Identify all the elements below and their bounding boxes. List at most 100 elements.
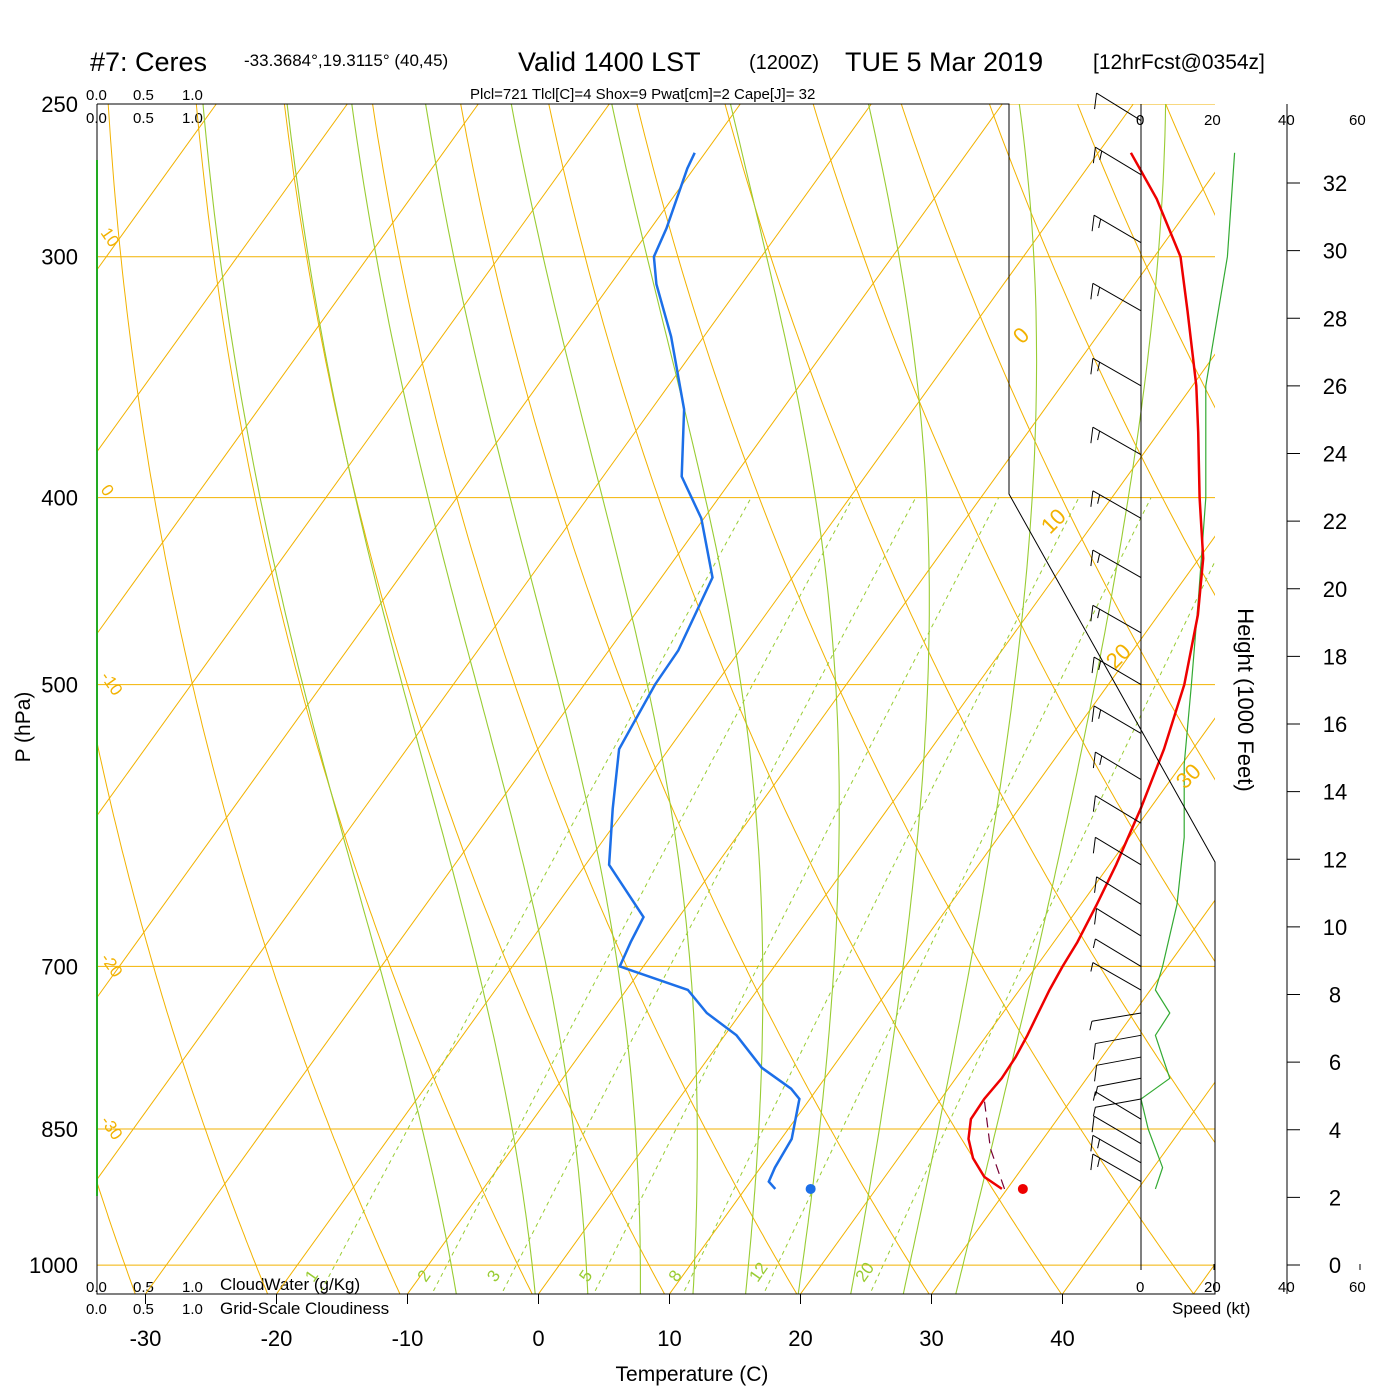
isotherm-50 (1192, 1263, 1215, 1294)
wind-barb-21 (1090, 426, 1142, 456)
wind-barb-26 (1094, 92, 1142, 122)
dry-adiabat-400 (1342, 104, 1400, 1298)
barb-feather (1090, 490, 1094, 507)
wind-barb-15 (1092, 751, 1142, 780)
barb-feather (1095, 1086, 1099, 1096)
barb-feather (1097, 609, 1101, 619)
isotherm-label-0: 0 (97, 481, 118, 500)
barb-staff (1096, 876, 1142, 905)
moist-adiabat-0 (286, 104, 536, 1294)
mixing-ratio-label-12: 12 (745, 1259, 771, 1285)
barb-feather (1092, 147, 1096, 164)
barb-staff (1096, 908, 1142, 937)
x-tick-label--20: -20 (261, 1326, 293, 1351)
mixing-ratio-label-8: 8 (665, 1267, 686, 1286)
surface-temperature-marker (1017, 1183, 1028, 1194)
top-cloudwater-2: 1.0 (182, 87, 203, 104)
wind-barb-13 (1092, 836, 1142, 866)
mixing-ratio-20 (869, 560, 1215, 1294)
station-name: #7: Ceres (90, 47, 207, 77)
barb-staff (1092, 357, 1142, 387)
dry-adiabat-360 (988, 104, 1215, 597)
isotherm-20 (799, 717, 1215, 1294)
moist-adiabat--6 (202, 104, 457, 1294)
height-label-10: 10 (1323, 915, 1347, 940)
cloudiness-label: Grid-Scale Cloudiness (220, 1299, 389, 1318)
height-axis-title: Height (1000 Feet) (1233, 608, 1258, 791)
barb-feather (1092, 1107, 1096, 1117)
barb-feather (1094, 1065, 1098, 1082)
dry-adiabat-310 (548, 104, 1063, 1294)
barb-staff (1095, 146, 1142, 176)
isotherm-40 (1061, 1081, 1215, 1294)
station-coords: -33.3684°,19.3115° (40,45) (244, 51, 448, 70)
barb-feather (1090, 1154, 1094, 1171)
isotherm--70 (97, 104, 479, 635)
p-label-300: 300 (41, 245, 78, 270)
wind-barb-24 (1091, 214, 1142, 244)
isotherm--30 (144, 104, 1003, 1294)
dewpoint-profile (607, 152, 801, 1190)
wind-barb-25 (1092, 146, 1142, 176)
barb-feather (1090, 358, 1094, 375)
moist-adiabat-32 (955, 104, 1167, 1294)
isotherm--20 (275, 104, 1134, 1294)
height-label-14: 14 (1323, 780, 1347, 805)
dry-adiabat-270 (195, 104, 533, 1294)
height-label-16: 16 (1323, 712, 1347, 737)
wind-barb-19 (1090, 549, 1142, 578)
temperature-profile (967, 152, 1205, 1190)
p-label-850: 850 (41, 1117, 78, 1142)
height-label-22: 22 (1323, 509, 1347, 534)
wind-barb-22 (1090, 357, 1142, 387)
moist-adiabat-8 (425, 104, 641, 1294)
mixing-ratio-12 (763, 497, 1152, 1294)
wind-barb-4 (1092, 1098, 1142, 1117)
wind-barb-2 (1091, 1115, 1142, 1145)
height-label-12: 12 (1323, 847, 1347, 872)
barb-feather (1098, 660, 1102, 671)
moist-adiabat-28 (902, 104, 1038, 1294)
zulu-time: (1200Z) (749, 52, 819, 74)
barb-feather (1097, 287, 1101, 297)
barb-feather (1097, 553, 1101, 563)
barb-staff (1093, 214, 1142, 244)
barb-staff (1093, 1115, 1142, 1145)
bottom-cloud-scales: 0.0 0.5 1.0 CloudWater (g/Kg) 0.0 0.5 1.… (86, 1275, 389, 1318)
barb-staff (1092, 490, 1142, 519)
moist-adiabat-4 (351, 104, 589, 1294)
isotherm-10 (668, 535, 1215, 1294)
x-tick-label-0: 0 (532, 1326, 544, 1351)
barb-feather (1097, 494, 1101, 504)
speed-top-60: 60 (1349, 112, 1366, 129)
barb-staff (1093, 656, 1142, 686)
barb-staff (1093, 705, 1142, 734)
barb-feather (1089, 1021, 1093, 1031)
height-label-2: 2 (1329, 1185, 1341, 1210)
speed-bottom-0: 0 (1136, 1279, 1144, 1296)
dry-adiabat-330 (724, 104, 1215, 1144)
dry-adiabat-300 (460, 104, 930, 1294)
dry-adiabat-390 (1254, 104, 1400, 1298)
bottom-cloudiness-0: 0.0 (86, 1301, 107, 1318)
barb-feather (1092, 837, 1096, 854)
bottom-cloudiness-1: 0.5 (133, 1301, 154, 1318)
dry-adiabat-230 (0, 104, 4, 1298)
p-label-700: 700 (41, 954, 78, 979)
top-cloud-scales: 0.0 0.5 1.0 0.0 0.5 1.0 (86, 87, 203, 127)
height-label-30: 30 (1323, 239, 1347, 264)
moist-adiabat-20 (729, 104, 840, 1294)
mixing-ratio-label-5: 5 (575, 1267, 596, 1286)
wind-barbs (1089, 92, 1142, 1183)
mixing-ratio-1 (318, 497, 752, 1294)
top-cloudiness-1: 0.5 (133, 110, 154, 127)
barb-feather (1097, 430, 1101, 441)
barb-feather (1098, 218, 1102, 229)
barb-staff (1095, 938, 1142, 967)
forecast-info: [12hrFcst@0354z] (1093, 51, 1265, 74)
wind-barb-20 (1090, 490, 1142, 519)
dry-adiabat-260 (107, 104, 401, 1294)
barb-staff (1096, 1056, 1142, 1066)
surface-dewpoint-marker (805, 1183, 816, 1194)
barb-feather (1091, 705, 1095, 722)
